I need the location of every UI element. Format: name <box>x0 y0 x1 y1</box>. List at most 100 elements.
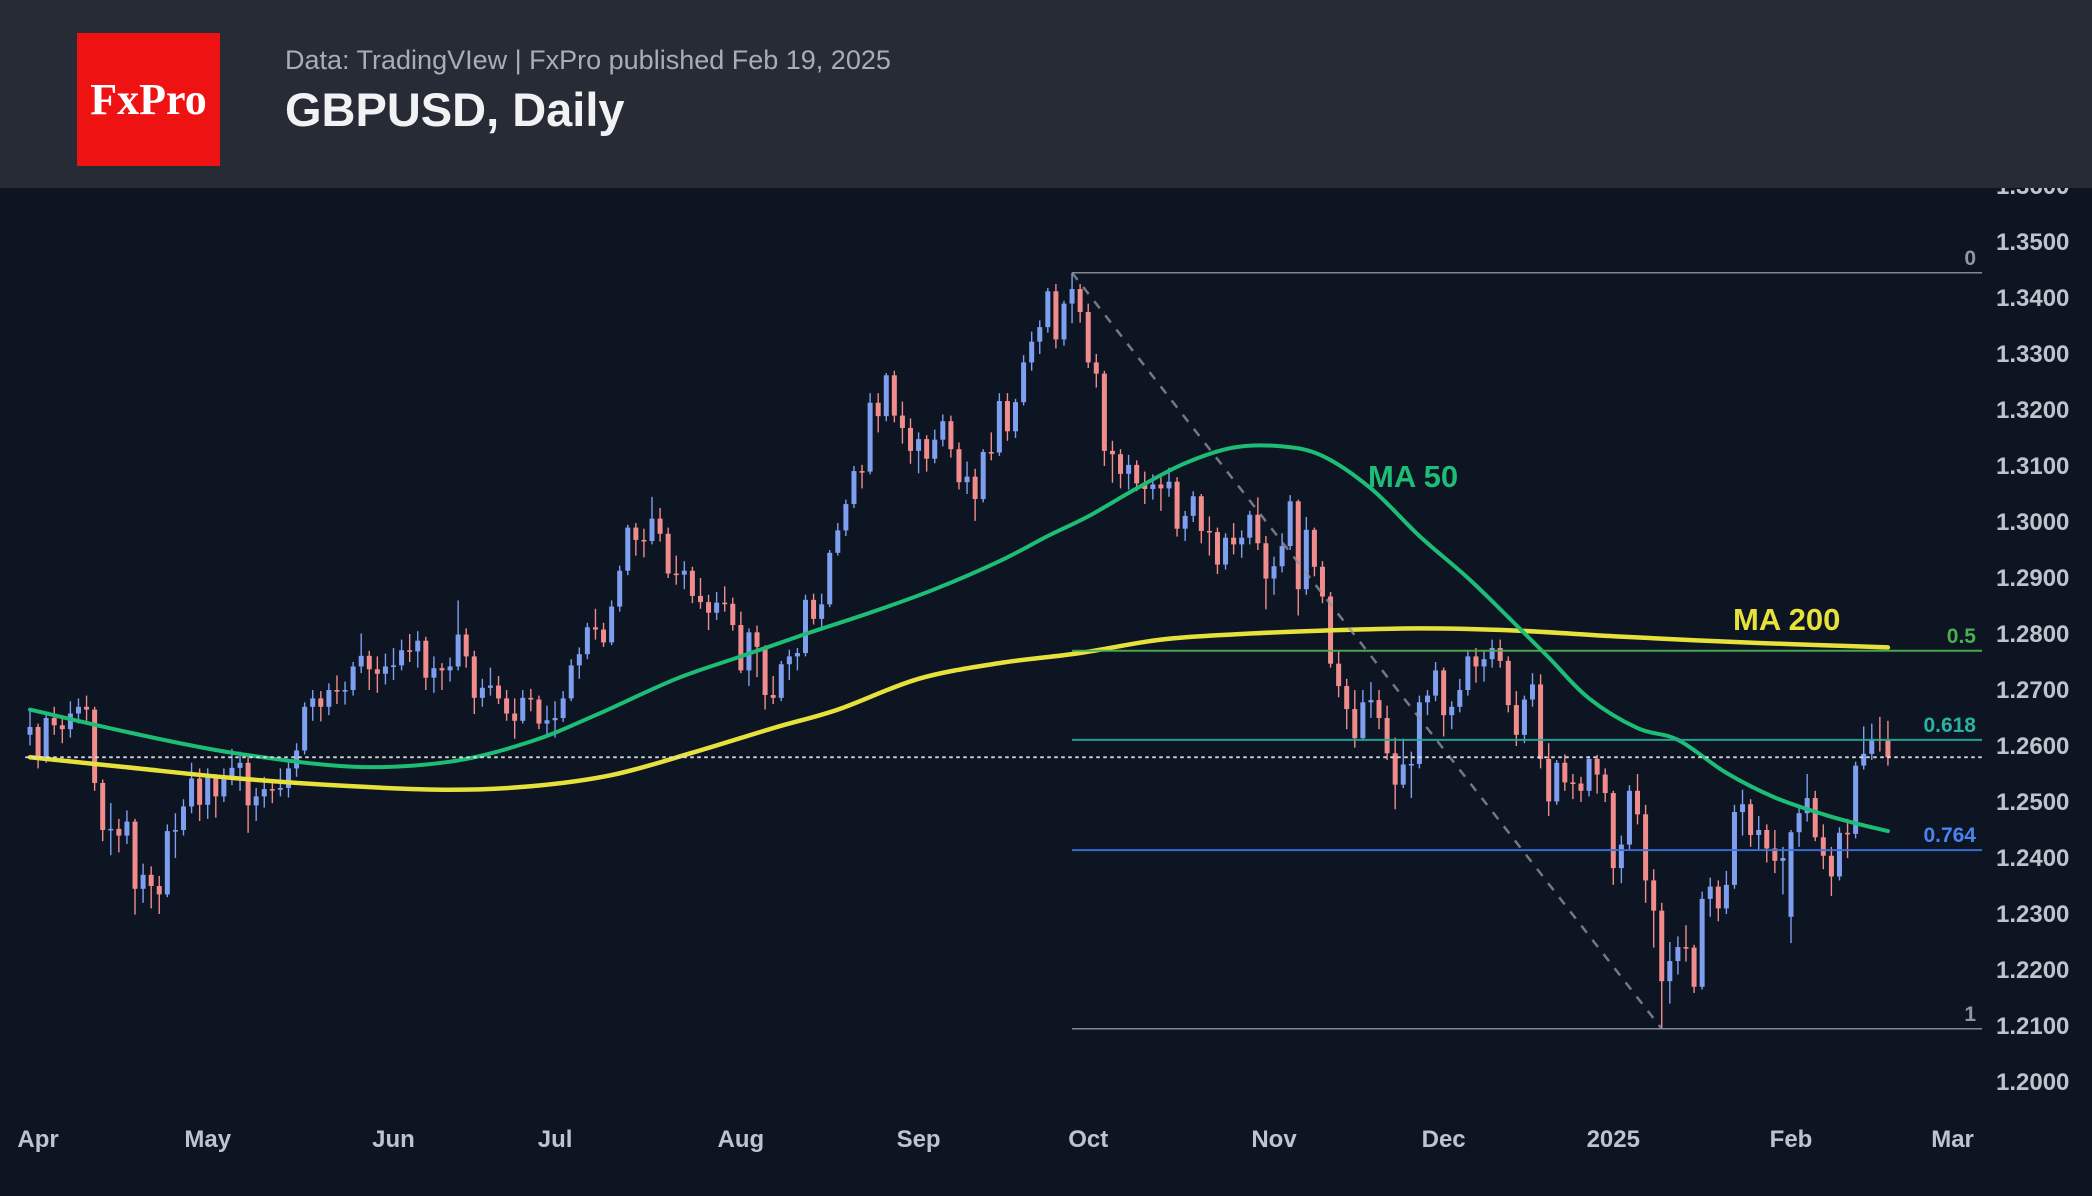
candle-body <box>1626 790 1632 845</box>
candle-body <box>681 570 687 575</box>
candle-body <box>1303 529 1309 590</box>
time-axis[interactable]: Apr May Jun Jul Aug Sep Oct Nov Dec 2025 Feb Mar <box>17 1126 1974 1153</box>
candle-body <box>1885 740 1891 758</box>
candle-body <box>27 726 33 735</box>
candle-body <box>932 439 938 459</box>
candle-body <box>1845 832 1851 835</box>
candle-body <box>1182 515 1188 529</box>
candle-body <box>455 634 461 667</box>
candle-body <box>1530 684 1536 700</box>
candle-body <box>1247 514 1253 538</box>
candle-body <box>366 655 372 670</box>
candle-body <box>1263 543 1269 579</box>
candle-body <box>1004 401 1010 432</box>
price-axis-label: 1.2400 <box>1996 845 2069 872</box>
candle-body <box>1723 884 1729 909</box>
candle-body <box>342 690 348 692</box>
candle-body <box>665 533 671 574</box>
candle-body <box>1093 362 1099 374</box>
candle-body <box>1861 753 1867 766</box>
candle-body <box>1198 496 1204 531</box>
candles-layer[interactable] <box>27 272 1891 1029</box>
candle-body <box>237 762 243 768</box>
candle-body <box>358 655 364 667</box>
fib-label-0.5: 0.5 <box>1947 625 1977 648</box>
candle-body <box>1408 763 1414 766</box>
candle-body <box>1158 484 1164 489</box>
candle-body <box>463 634 469 657</box>
candle-body <box>536 699 542 724</box>
candle-body <box>1651 880 1657 911</box>
candle-body <box>100 782 106 830</box>
candle-body <box>504 698 510 714</box>
candle-body <box>689 570 695 596</box>
candle-body <box>851 471 857 505</box>
candle-body <box>471 656 477 698</box>
candle-body <box>1643 814 1649 881</box>
candle-body <box>1731 812 1737 885</box>
candle-body <box>1134 464 1140 484</box>
candle-body <box>697 595 703 603</box>
candle-body <box>520 697 526 721</box>
ma50-line[interactable] <box>28 443 1890 834</box>
candle-body <box>1489 648 1495 660</box>
time-axis-label-Feb: Feb <box>1770 1126 1813 1153</box>
candle-body <box>802 599 808 654</box>
fibonacci-levels[interactable]: 0 0.5 0.618 0.764 1 <box>1072 247 1982 1030</box>
candle-body <box>1077 289 1083 312</box>
candle-body <box>560 698 566 718</box>
candle-body <box>1069 289 1075 304</box>
price-axis-label: 1.2200 <box>1996 957 2069 984</box>
candle-body <box>245 762 251 806</box>
candle-body <box>197 778 203 805</box>
candle-body <box>229 767 235 777</box>
candle-body <box>1376 700 1382 718</box>
candle-body <box>1812 798 1818 838</box>
candle-body <box>51 718 57 726</box>
trendline-dashed[interactable] <box>1071 272 1663 1030</box>
candle-body <box>334 690 340 692</box>
candle-body <box>1029 341 1035 363</box>
price-axis-label: 1.2900 <box>1996 565 2069 592</box>
candle-body <box>75 706 81 714</box>
candle-body <box>1109 450 1115 455</box>
candle-body <box>1772 848 1778 861</box>
candle-body <box>1239 537 1245 545</box>
candle-body <box>269 789 275 791</box>
candle-body <box>867 402 873 472</box>
page-title: GBPUSD, Daily <box>285 83 625 136</box>
candle-body <box>1214 532 1220 565</box>
price-axis[interactable]: 1.36001.35001.34001.33001.32001.31001.30… <box>1996 173 2069 1096</box>
candle-body <box>1667 961 1673 982</box>
candle-body <box>1166 481 1172 489</box>
header-titles: Data: TradingVIew | FxPro published Feb … <box>285 44 891 138</box>
candle-body <box>1691 947 1697 987</box>
candle-body <box>1392 753 1398 785</box>
price-axis-label: 1.2800 <box>1996 621 2069 648</box>
candle-body <box>552 718 558 721</box>
fxpro-logo-text: FxPro <box>90 75 207 124</box>
candle-body <box>1360 702 1366 739</box>
candle-body <box>617 570 623 607</box>
time-axis-label-2025: 2025 <box>1587 1126 1640 1153</box>
candle-body <box>1287 501 1293 547</box>
candle-body <box>592 627 598 630</box>
candle-body <box>972 476 978 500</box>
price-axis-label: 1.2100 <box>1996 1013 2069 1040</box>
candle-body <box>1796 813 1802 833</box>
candle-body <box>1570 782 1576 784</box>
candle-body <box>1206 530 1212 533</box>
price-axis-label: 1.2500 <box>1996 789 2069 816</box>
moving-averages-layer[interactable]: MA 50 MA 200 <box>27 443 1891 834</box>
candle-body <box>1578 783 1584 791</box>
ma200-line[interactable] <box>27 626 1891 792</box>
candle-body <box>59 725 65 730</box>
time-axis-label-Nov: Nov <box>1251 1126 1297 1153</box>
candle-body <box>633 527 639 540</box>
candle-body <box>609 606 615 643</box>
candle-body <box>1521 699 1527 735</box>
candle-body <box>1021 362 1027 403</box>
candle-body <box>1586 758 1592 791</box>
